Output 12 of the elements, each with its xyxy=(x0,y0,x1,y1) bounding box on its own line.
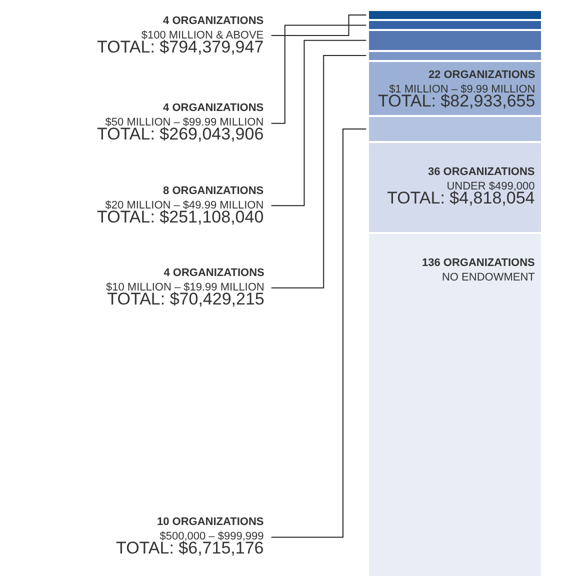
data-label: 4 ORGANIZATIONS xyxy=(163,102,264,114)
data-label: 8 ORGANIZATIONS xyxy=(163,185,264,197)
data-label: 10 ORGANIZATIONS xyxy=(156,516,264,528)
data-label: 4 ORGANIZATIONS xyxy=(163,15,264,27)
series-label: UNDER $499,000 xyxy=(446,180,535,192)
data-label: 36 ORGANIZATIONS xyxy=(428,166,535,178)
text: $500,000 – $999,999 xyxy=(160,530,264,542)
series-label: $1 MILLION – $9.99 MILLION xyxy=(389,83,536,96)
data-label: 4 ORGANIZATIONS xyxy=(164,267,264,279)
data-label: 136 ORGANIZATIONS xyxy=(422,257,535,269)
data-label: 22 ORGANIZATIONS xyxy=(428,69,536,81)
series-label: NO ENDOWMENT xyxy=(442,271,536,284)
